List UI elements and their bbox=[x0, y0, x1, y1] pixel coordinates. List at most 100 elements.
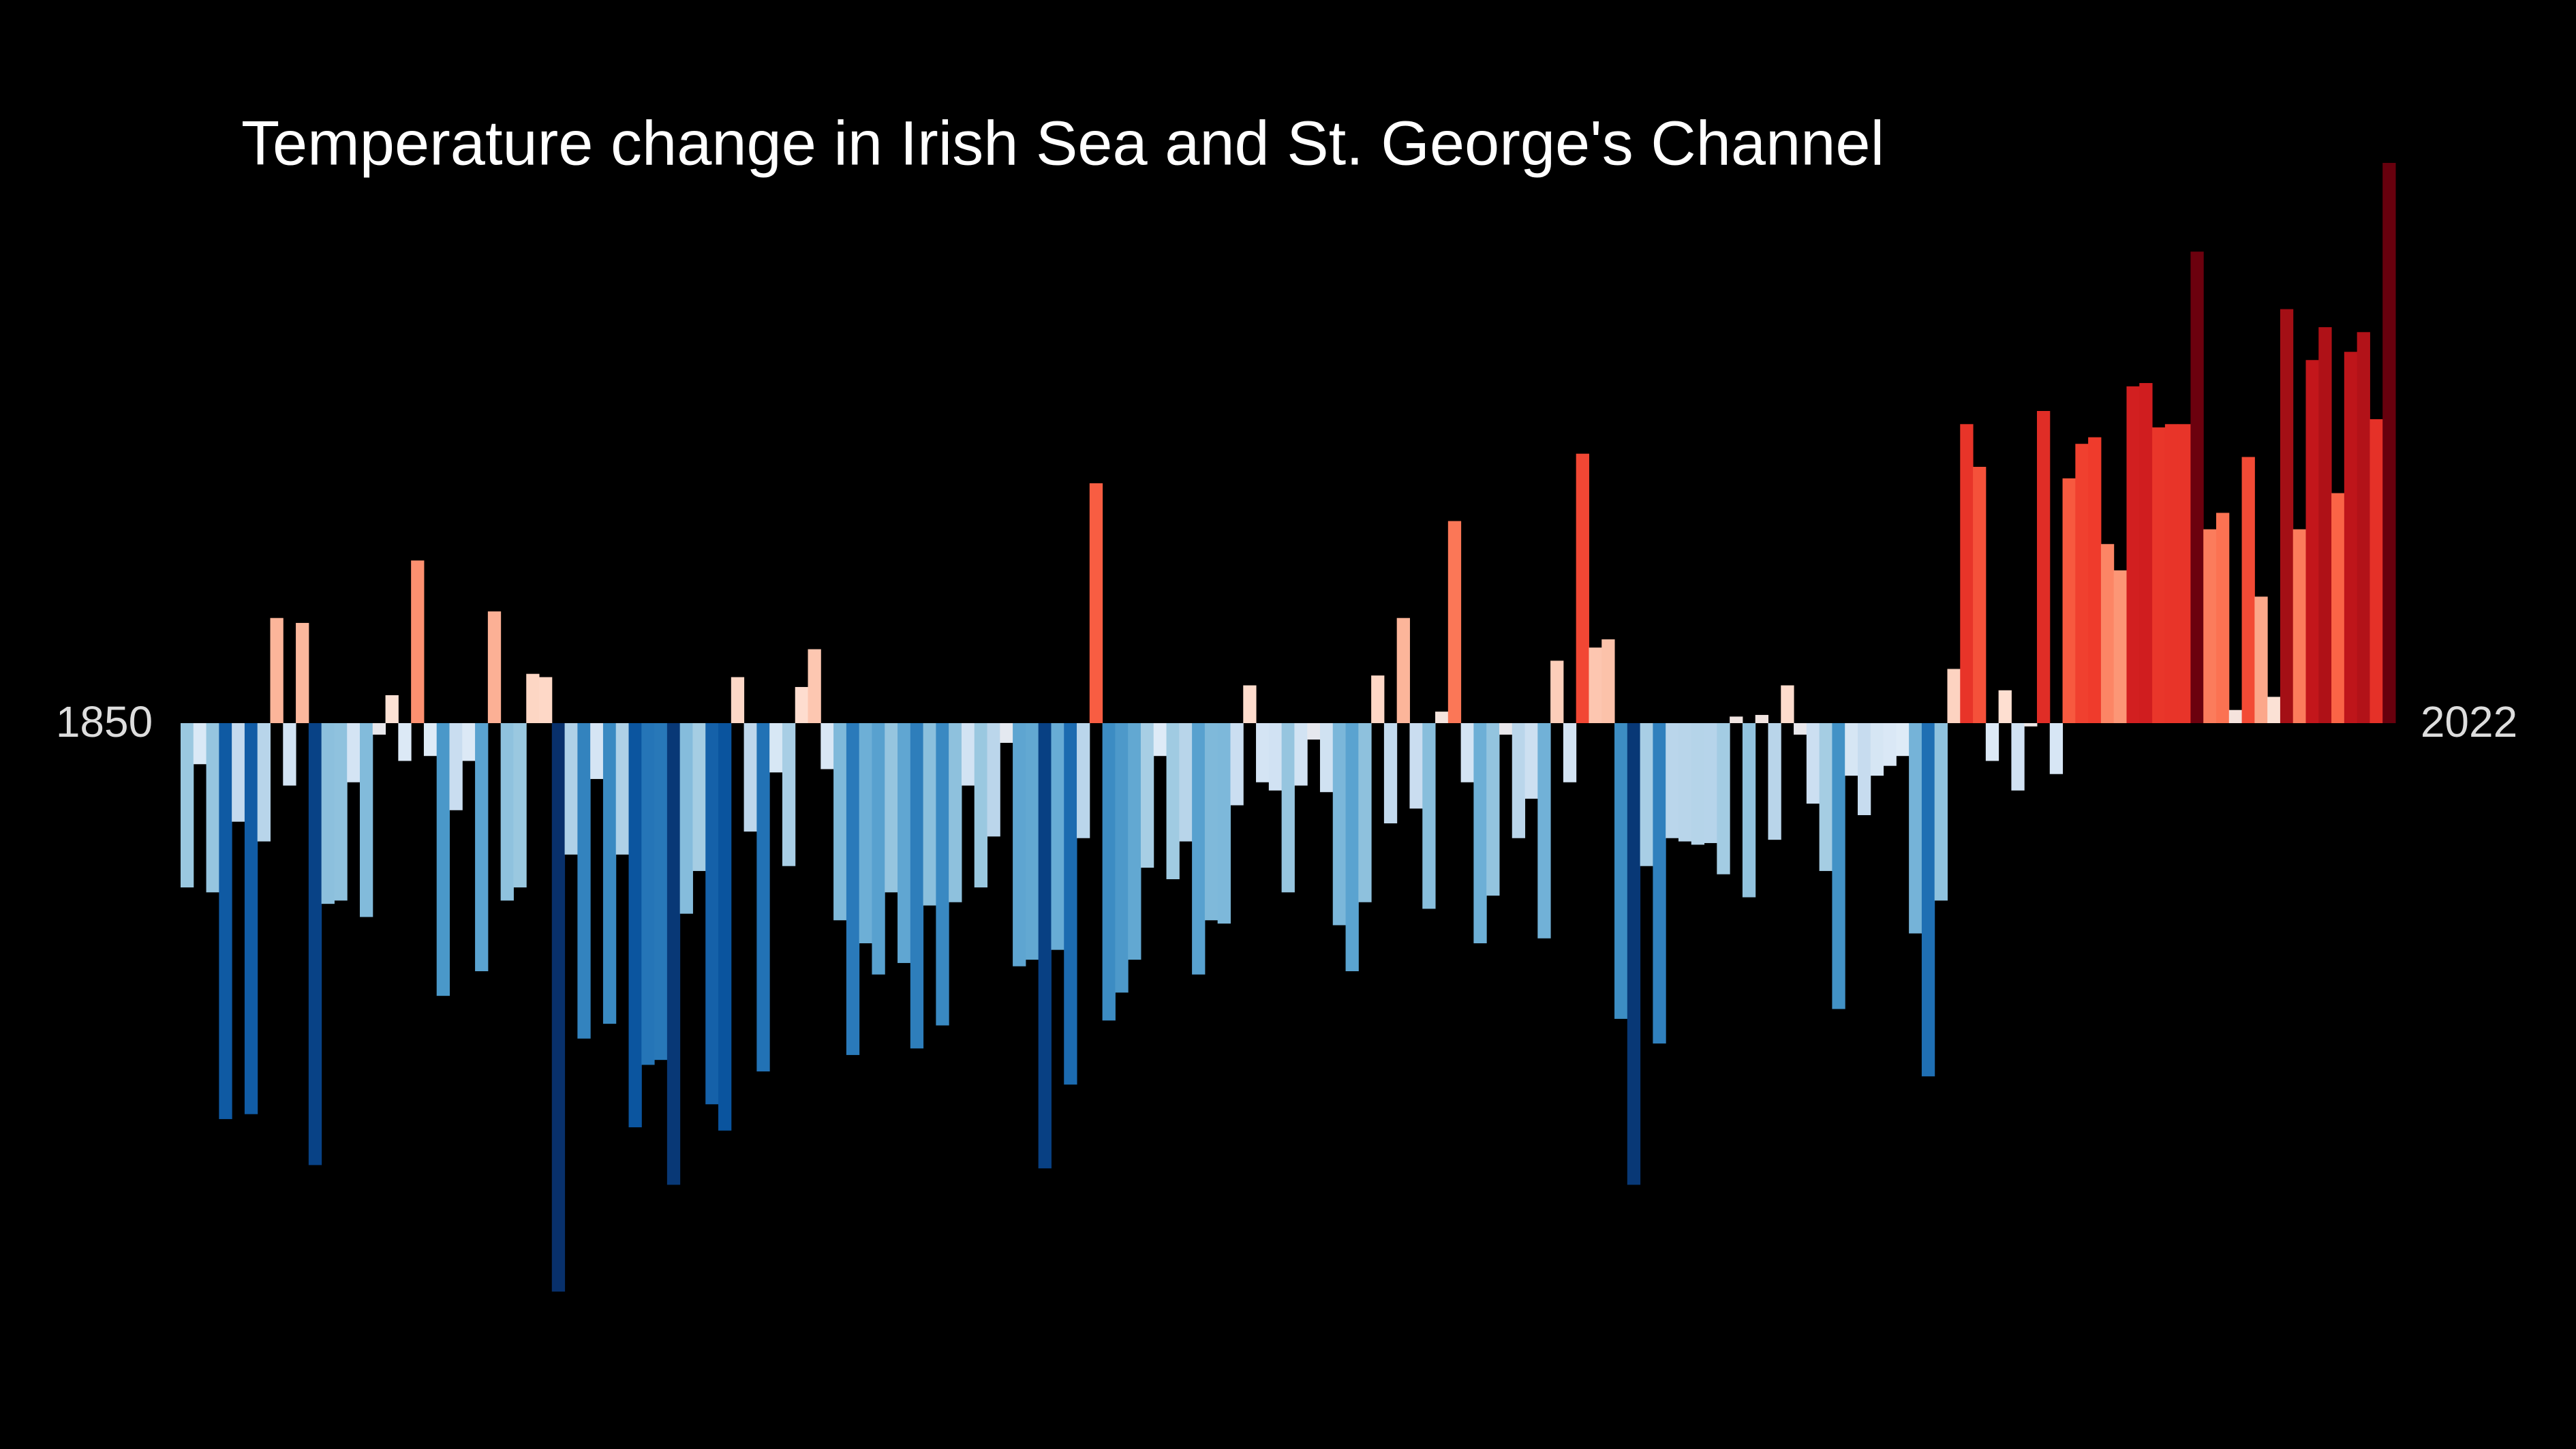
bar bbox=[2075, 444, 2089, 723]
bar bbox=[2139, 383, 2153, 723]
bar bbox=[1115, 723, 1129, 993]
bar bbox=[1396, 617, 1410, 723]
bar bbox=[1371, 675, 1385, 723]
bar bbox=[462, 723, 476, 761]
bar bbox=[2049, 723, 2064, 774]
bar bbox=[859, 723, 872, 944]
bar bbox=[1806, 723, 1820, 804]
bar bbox=[1077, 723, 1090, 838]
bar bbox=[1870, 723, 1884, 776]
bar bbox=[232, 723, 245, 822]
bar bbox=[872, 723, 885, 975]
bar bbox=[1153, 723, 1167, 757]
bar bbox=[321, 723, 335, 904]
bar bbox=[564, 723, 578, 855]
bar bbox=[551, 723, 566, 1292]
bar bbox=[1179, 723, 1193, 842]
bar bbox=[206, 723, 219, 893]
bar bbox=[1691, 723, 1705, 845]
bar bbox=[666, 723, 681, 1185]
bar bbox=[1883, 723, 1897, 766]
bar bbox=[2344, 352, 2358, 723]
start-year-label: 1850 bbox=[56, 697, 153, 746]
bar bbox=[577, 723, 591, 1039]
bar bbox=[1409, 723, 1423, 809]
bar bbox=[2215, 513, 2230, 723]
bar bbox=[885, 723, 898, 893]
bar bbox=[910, 723, 924, 1049]
bar bbox=[1998, 690, 2012, 723]
bar bbox=[923, 723, 936, 906]
bar bbox=[296, 622, 309, 723]
bar bbox=[1947, 669, 1961, 723]
bar bbox=[1781, 685, 1794, 723]
bar bbox=[2088, 437, 2102, 723]
bar bbox=[1934, 723, 1948, 901]
bar bbox=[1447, 521, 1462, 723]
bar bbox=[1307, 723, 1321, 740]
bar bbox=[743, 723, 757, 832]
bar bbox=[1704, 723, 1717, 843]
bar bbox=[1857, 723, 1871, 815]
bar bbox=[526, 673, 540, 723]
bar bbox=[1742, 723, 1756, 898]
bar bbox=[2036, 411, 2051, 723]
bar bbox=[1192, 723, 1206, 975]
bar bbox=[1921, 723, 1935, 1077]
bar bbox=[2267, 697, 2281, 723]
bar bbox=[1985, 723, 1999, 761]
bar bbox=[1563, 723, 1577, 782]
bar bbox=[628, 723, 642, 1127]
bar bbox=[1268, 723, 1283, 791]
bar bbox=[2190, 251, 2204, 723]
bar bbox=[2011, 723, 2025, 791]
bar bbox=[1319, 723, 1334, 793]
bar bbox=[1217, 723, 1231, 924]
bar bbox=[846, 723, 860, 1055]
bar bbox=[1627, 723, 1641, 1185]
bar bbox=[833, 723, 847, 921]
bar bbox=[1896, 723, 1910, 757]
bar bbox=[974, 723, 988, 888]
bar bbox=[2254, 596, 2268, 723]
chart-title: Temperature change in Irish Sea and St. … bbox=[241, 108, 1884, 178]
bar bbox=[1909, 723, 1922, 934]
bar bbox=[1025, 723, 1039, 960]
bar bbox=[347, 723, 361, 782]
bar bbox=[641, 723, 655, 1065]
bar bbox=[193, 723, 207, 765]
bar bbox=[1473, 723, 1487, 944]
bar bbox=[2203, 529, 2217, 723]
bar bbox=[590, 723, 604, 779]
bar bbox=[936, 723, 949, 1026]
bar bbox=[821, 723, 834, 769]
bar bbox=[1038, 723, 1052, 1169]
bar bbox=[2357, 332, 2370, 723]
bar bbox=[411, 560, 425, 723]
bar bbox=[1281, 723, 1295, 893]
bar bbox=[1499, 723, 1513, 735]
bar bbox=[1358, 723, 1372, 902]
bar bbox=[423, 723, 438, 757]
bar bbox=[181, 723, 194, 888]
bar bbox=[2241, 457, 2255, 723]
bar bbox=[769, 723, 783, 773]
bar bbox=[1243, 685, 1257, 723]
bar bbox=[1589, 647, 1602, 723]
bar bbox=[615, 723, 630, 855]
bar bbox=[2062, 478, 2076, 723]
bar bbox=[1294, 723, 1308, 786]
bar bbox=[1256, 723, 1270, 782]
bar bbox=[1819, 723, 1833, 871]
bar bbox=[2318, 327, 2332, 723]
bar bbox=[898, 723, 911, 963]
bar bbox=[1794, 723, 1807, 735]
bar bbox=[782, 723, 796, 866]
bar bbox=[1640, 723, 1653, 866]
bar bbox=[808, 649, 821, 723]
bar bbox=[692, 723, 706, 871]
bar bbox=[1717, 723, 1730, 874]
bar bbox=[654, 723, 668, 1061]
bar bbox=[756, 723, 770, 1072]
